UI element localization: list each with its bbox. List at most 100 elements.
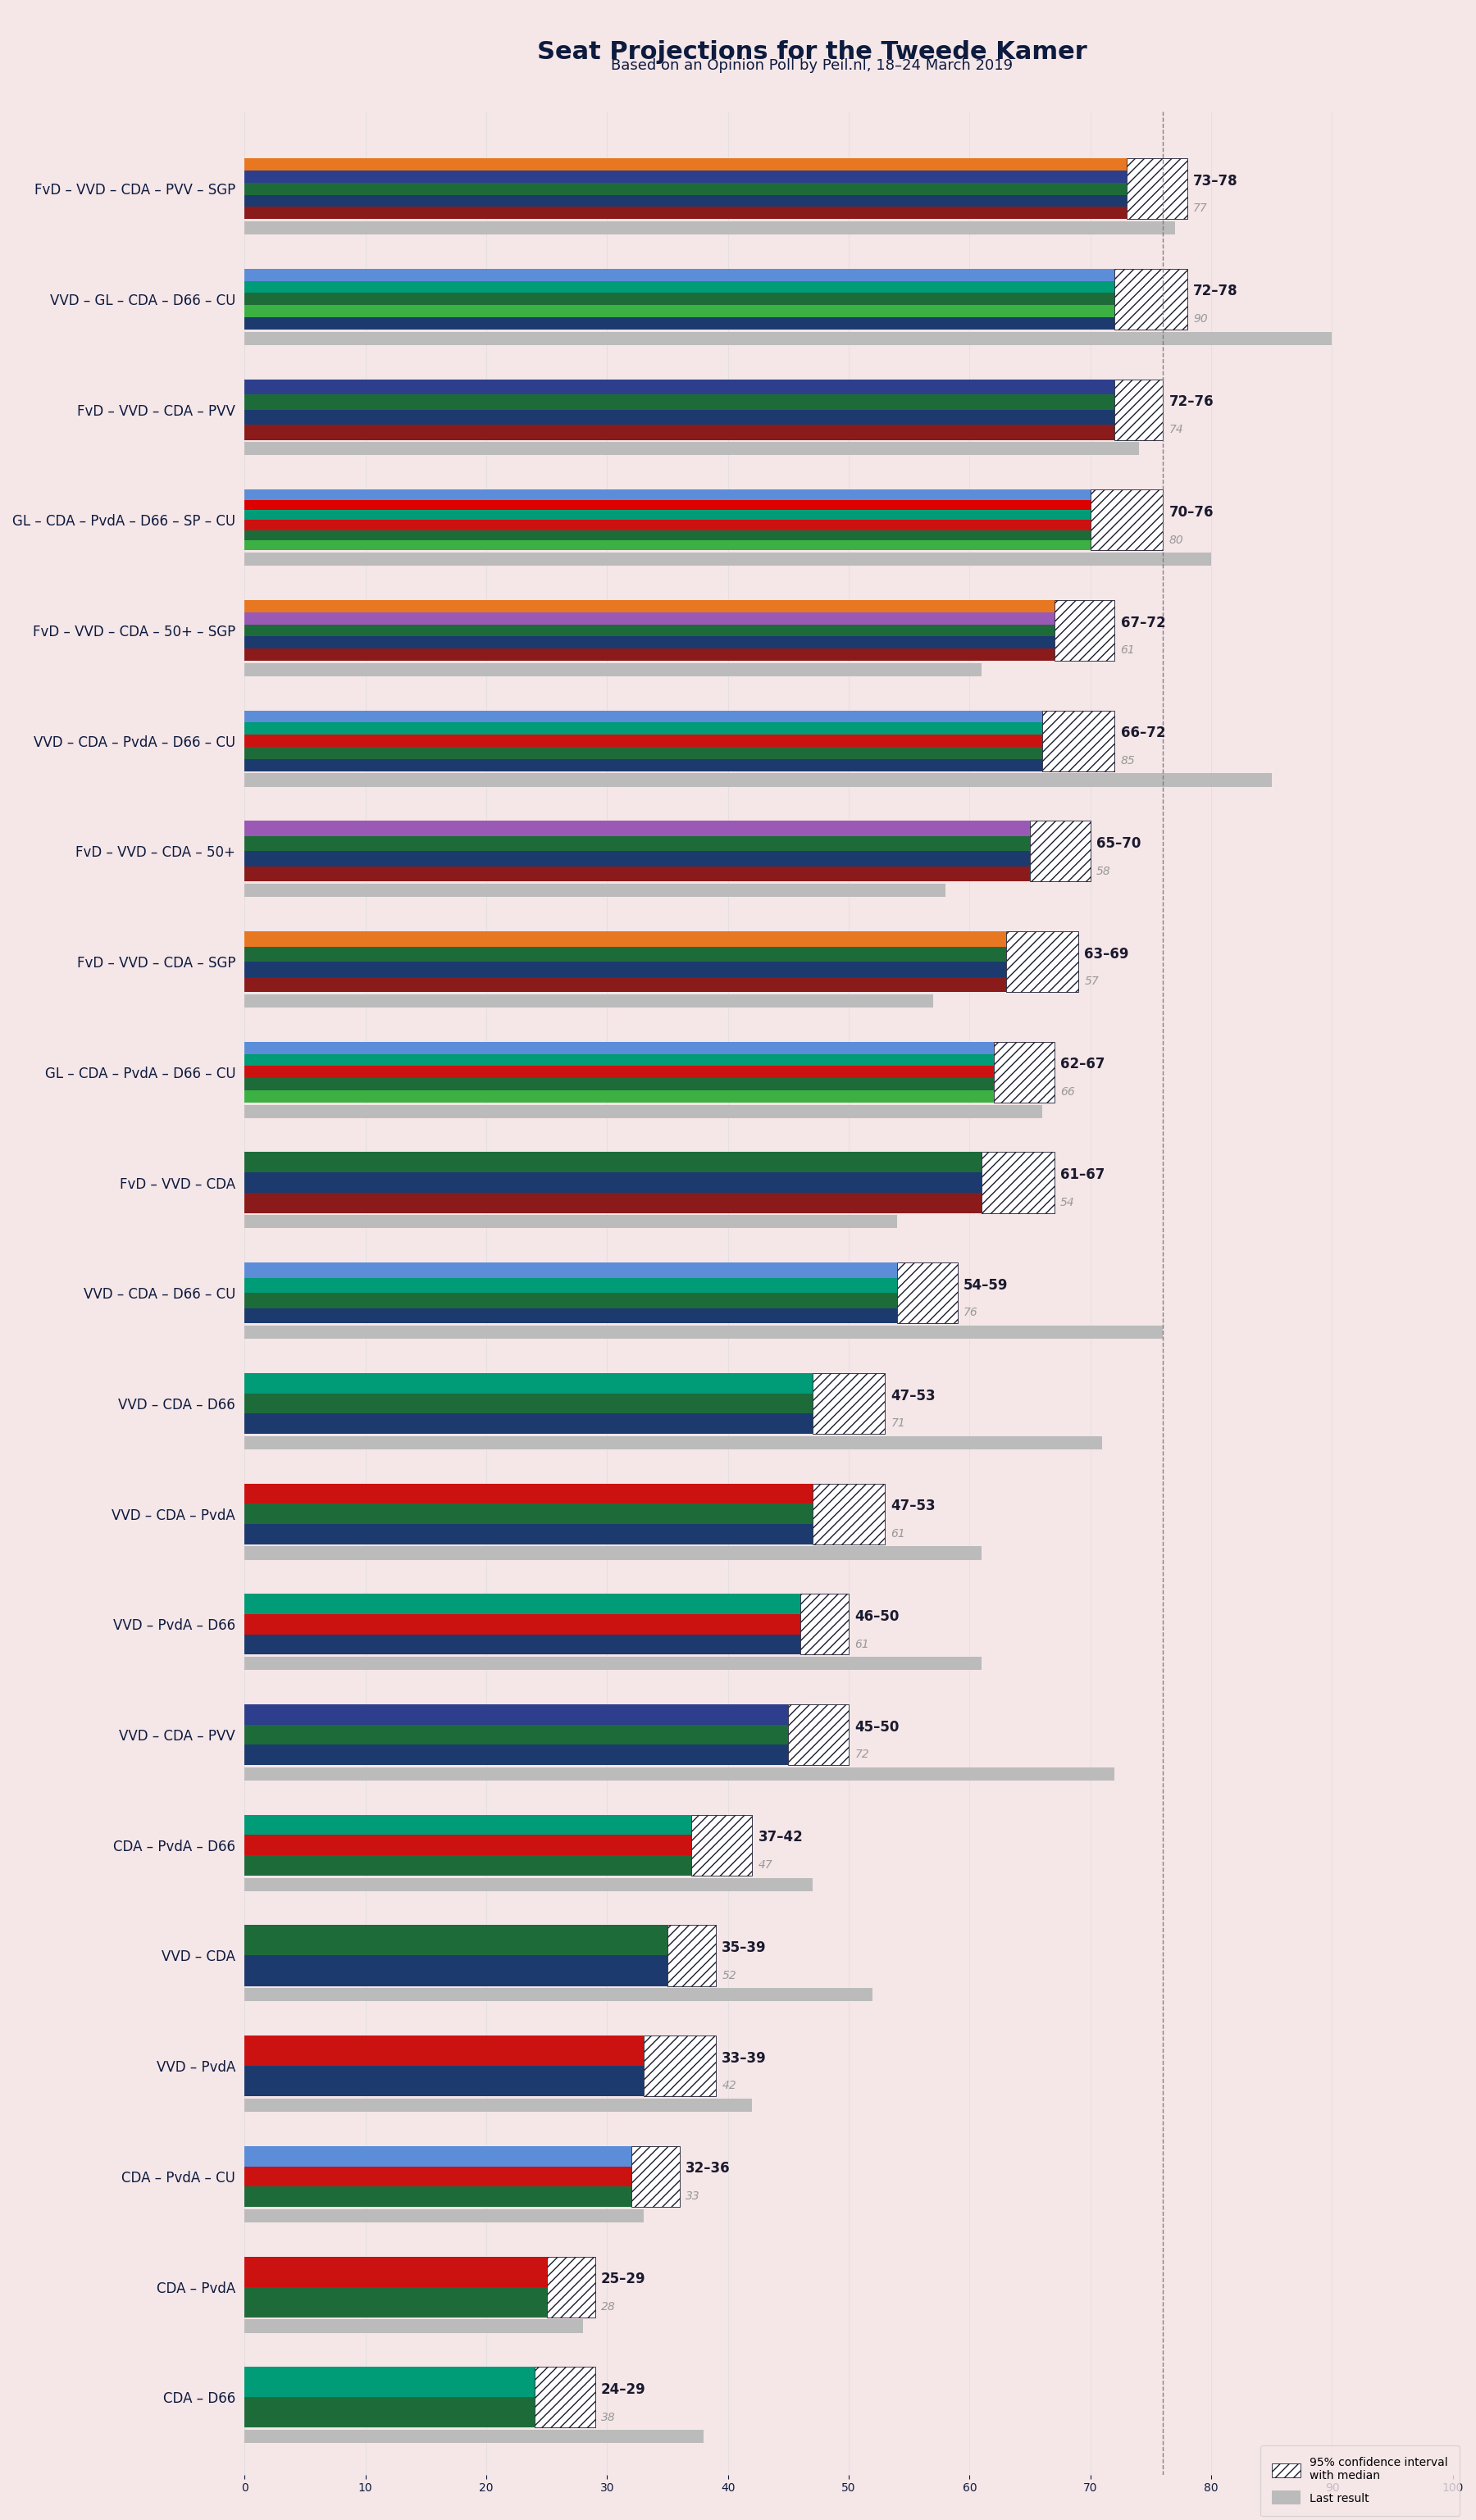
Bar <box>812 1373 886 1434</box>
Bar <box>245 2255 546 2286</box>
Bar <box>534 2366 595 2427</box>
Text: Based on an Opinion Poll by Peil.nl, 18–24 March 2019: Based on an Opinion Poll by Peil.nl, 18–… <box>611 58 1013 73</box>
Bar <box>245 222 1175 234</box>
Bar <box>245 1066 993 1079</box>
Bar <box>245 1053 993 1066</box>
Bar <box>245 426 1114 441</box>
Bar <box>245 1595 800 1615</box>
Bar <box>245 1394 812 1414</box>
Bar <box>245 963 1005 978</box>
Text: 72: 72 <box>855 1749 869 1761</box>
Text: Seat Projections for the Tweede Kamer: Seat Projections for the Tweede Kamer <box>537 40 1086 63</box>
Bar <box>1042 711 1114 771</box>
Bar <box>245 519 1091 529</box>
Text: 66–72: 66–72 <box>1120 726 1165 741</box>
Bar <box>245 1635 800 1656</box>
Text: 58: 58 <box>1097 864 1111 877</box>
Bar <box>245 612 1054 625</box>
Bar <box>632 2147 679 2208</box>
Bar <box>245 978 1005 993</box>
Text: 62–67: 62–67 <box>1060 1056 1106 1071</box>
Bar <box>245 1373 812 1394</box>
Bar <box>245 759 1042 771</box>
Bar <box>245 1293 897 1308</box>
Bar <box>245 648 1054 660</box>
Bar <box>245 885 946 897</box>
Text: 76: 76 <box>964 1308 979 1318</box>
Bar <box>245 1767 1114 1782</box>
Bar <box>245 1525 812 1545</box>
Bar <box>245 932 1005 948</box>
Bar <box>1005 932 1079 993</box>
Bar <box>245 159 1126 171</box>
Bar <box>667 1925 716 1986</box>
Bar <box>245 2210 644 2223</box>
Bar <box>245 509 1091 519</box>
Bar <box>788 1704 849 1764</box>
Bar <box>245 1308 897 1323</box>
Bar <box>245 411 1114 426</box>
Text: 28: 28 <box>601 2301 615 2313</box>
Bar <box>245 1855 692 1875</box>
Bar <box>245 318 1114 330</box>
Bar <box>245 995 933 1008</box>
Bar <box>245 600 1054 612</box>
Bar <box>245 723 1042 736</box>
Bar <box>245 711 1042 723</box>
Bar <box>245 1091 993 1101</box>
Bar <box>245 948 1005 963</box>
Text: 33: 33 <box>685 2190 700 2202</box>
Bar <box>1054 600 1114 660</box>
Text: 47: 47 <box>759 1860 772 1870</box>
Bar <box>245 867 1030 882</box>
Text: 57: 57 <box>1085 975 1100 988</box>
Bar <box>245 552 1212 567</box>
Bar <box>245 2099 753 2112</box>
Bar <box>800 1595 849 1656</box>
Bar <box>632 2147 679 2208</box>
Bar <box>245 638 1054 648</box>
Bar <box>245 852 1030 867</box>
Bar <box>245 2066 644 2097</box>
Bar <box>245 305 1114 318</box>
Bar <box>245 2397 534 2427</box>
Text: 32–36: 32–36 <box>685 2162 731 2177</box>
Bar <box>245 736 1042 746</box>
Bar <box>245 1104 1042 1119</box>
Bar <box>1114 270 1187 330</box>
Bar <box>245 194 1126 207</box>
Bar <box>692 1814 753 1875</box>
Text: 54: 54 <box>1060 1197 1075 1207</box>
Text: 38: 38 <box>601 2412 615 2422</box>
Bar <box>1005 932 1079 993</box>
Text: 72–78: 72–78 <box>1193 285 1238 300</box>
Bar <box>245 1041 993 1053</box>
Bar <box>1114 378 1163 441</box>
Text: 46–50: 46–50 <box>855 1610 899 1623</box>
Text: 70–76: 70–76 <box>1169 504 1213 519</box>
Bar <box>245 2187 632 2208</box>
Bar <box>245 1152 982 1172</box>
Bar <box>245 1215 897 1227</box>
Bar <box>667 1925 716 1986</box>
Bar <box>993 1041 1054 1101</box>
Bar <box>245 529 1091 539</box>
Bar <box>245 207 1126 219</box>
Bar <box>1042 711 1114 771</box>
Bar <box>245 1615 800 1635</box>
Bar <box>812 1484 886 1545</box>
Bar <box>245 1192 982 1212</box>
Bar <box>1091 489 1163 549</box>
Bar <box>245 1504 812 1525</box>
Bar <box>800 1595 849 1656</box>
Bar <box>1030 822 1091 882</box>
Bar <box>1126 159 1187 219</box>
Text: 52: 52 <box>722 1971 737 1981</box>
Bar <box>245 489 1091 499</box>
Bar <box>245 1172 982 1192</box>
Bar <box>245 499 1091 509</box>
Bar <box>1054 600 1114 660</box>
Bar <box>897 1263 958 1323</box>
Bar <box>245 1278 897 1293</box>
Bar <box>692 1814 753 1875</box>
